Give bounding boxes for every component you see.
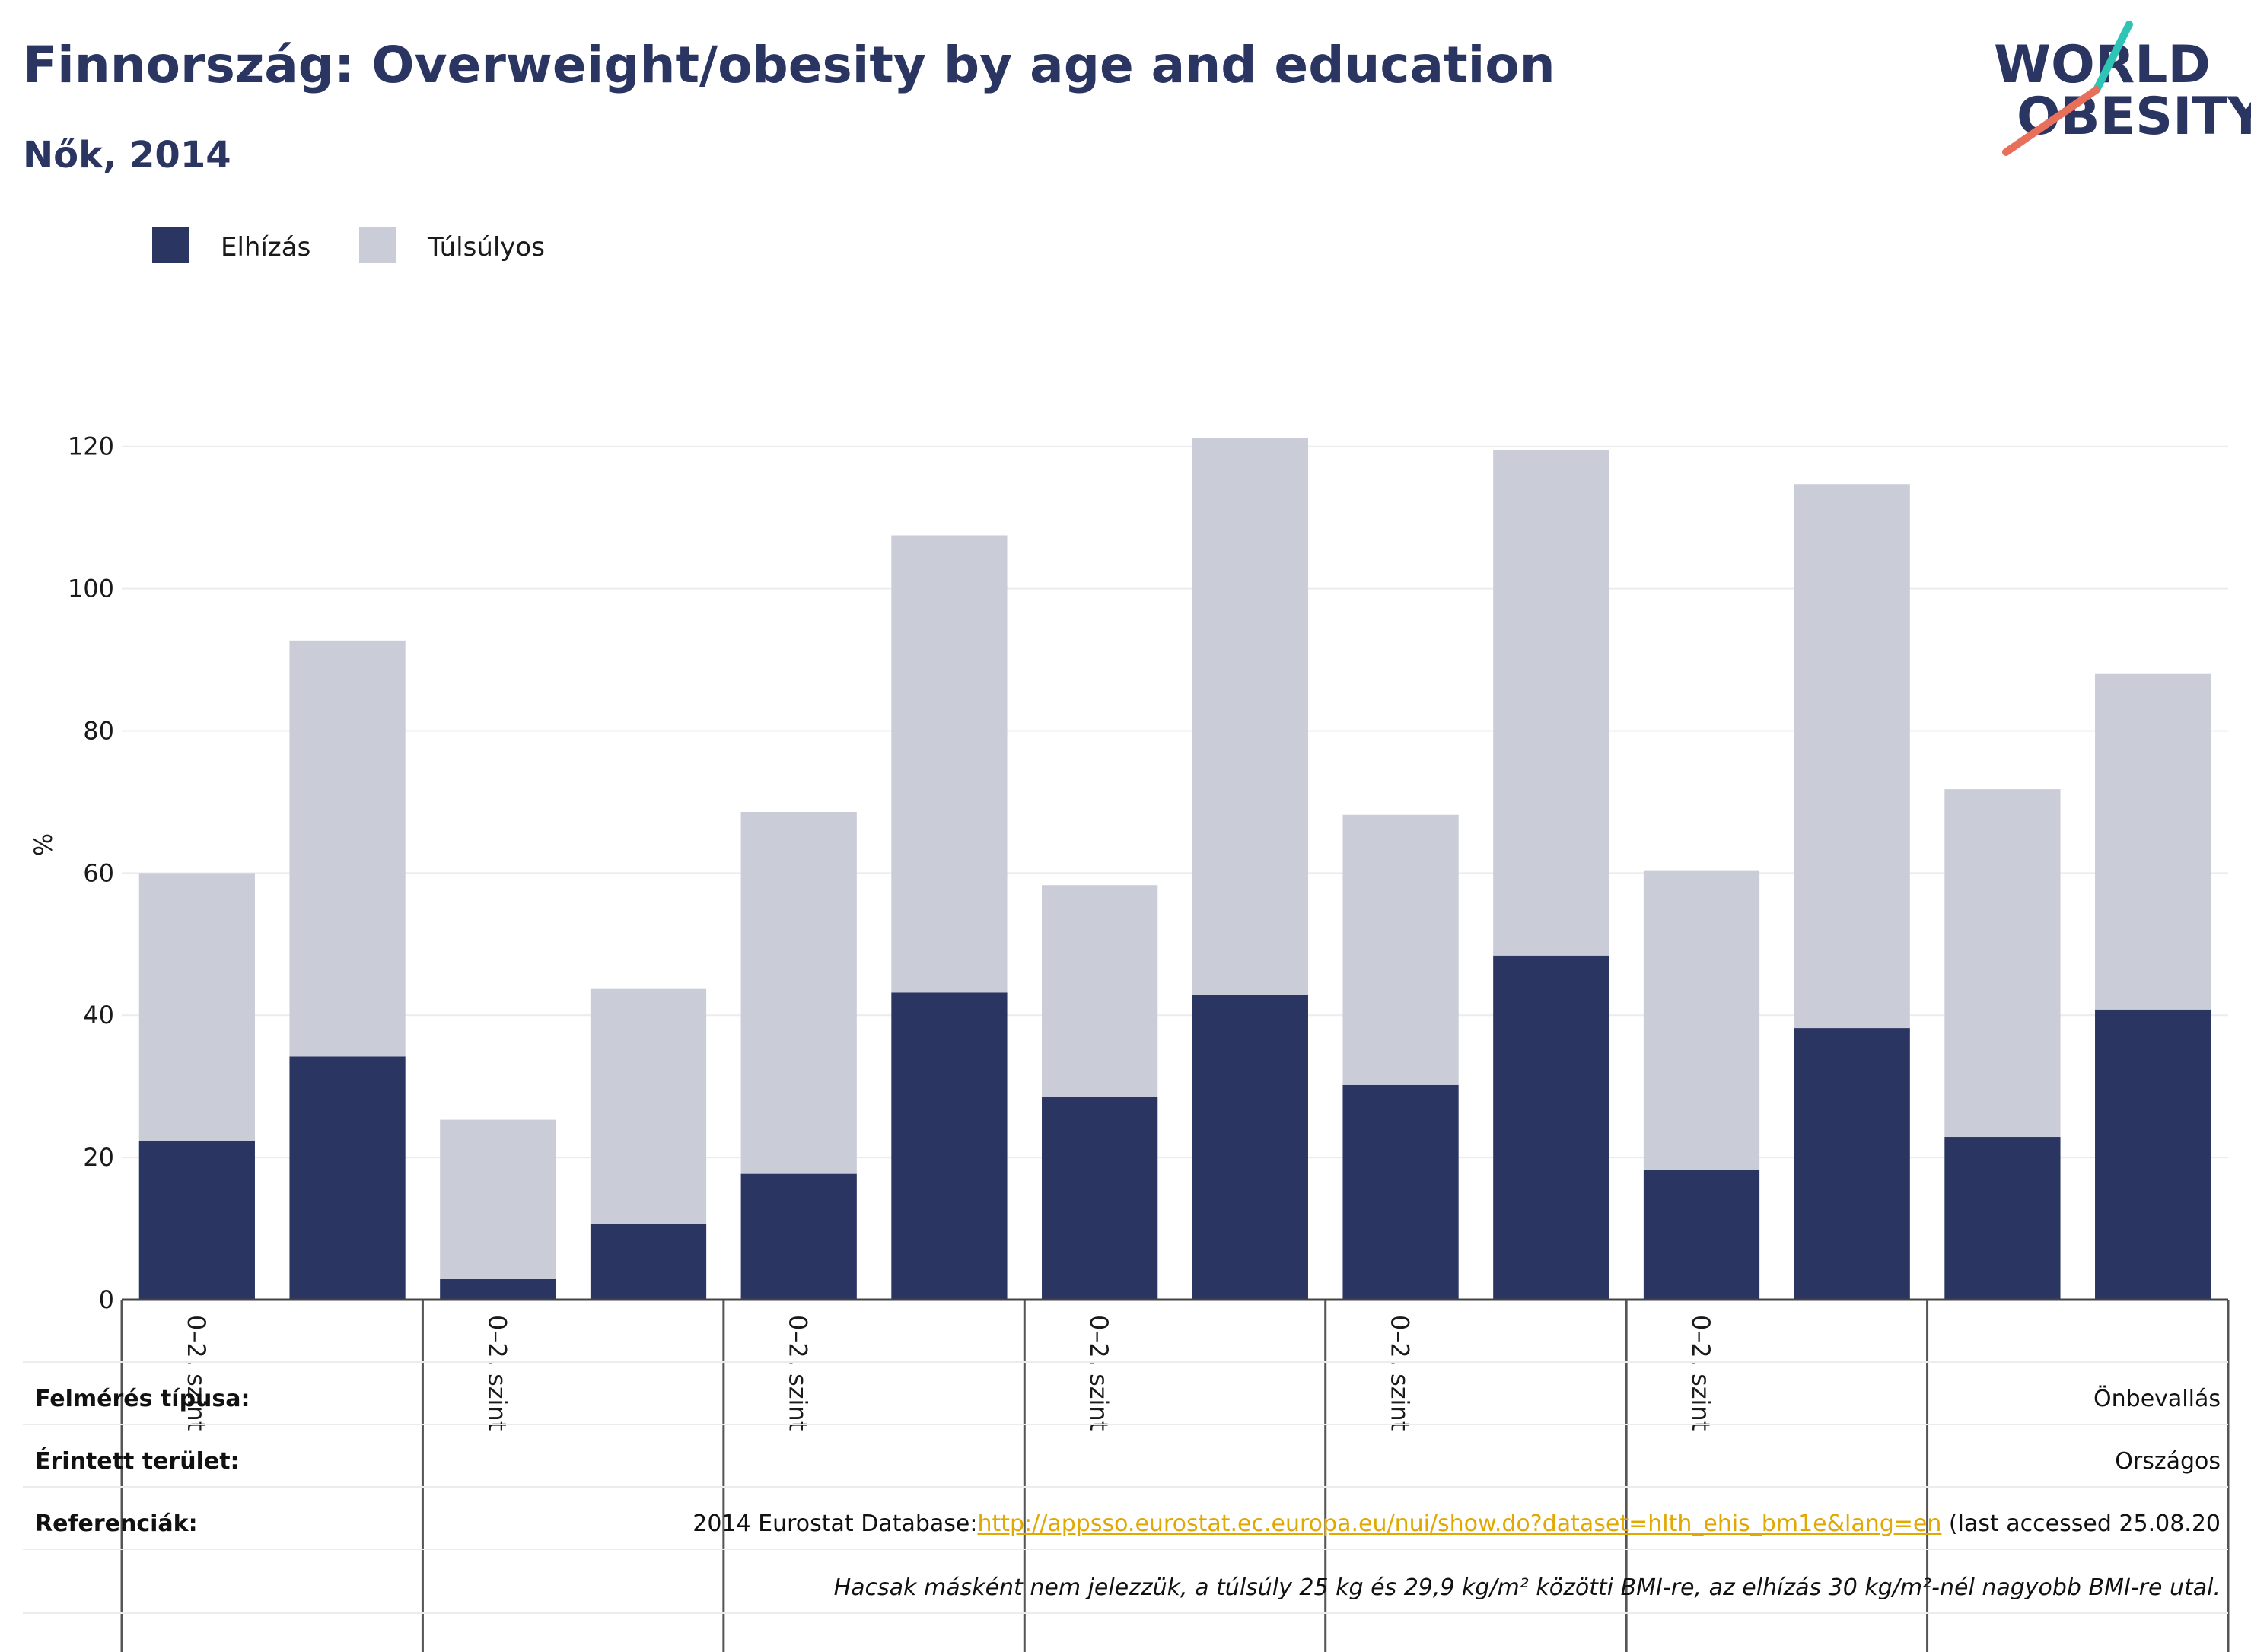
bar-obese — [1192, 995, 1308, 1300]
y-ticks: 0 20 40 60 80 100 120 — [68, 432, 114, 1314]
bar-overweight — [590, 988, 707, 1224]
reference-suffix: (last accessed 25.08.20 — [1941, 1510, 2221, 1537]
legend-label-overweight: Túlsúlyos — [427, 232, 545, 263]
legend: Elhízás Túlsúlyos — [152, 227, 545, 263]
bar-overweight — [1643, 870, 1760, 1170]
bar-obese — [1342, 1084, 1459, 1300]
bar-overweight — [138, 873, 255, 1141]
y-tick-label: 80 — [83, 716, 114, 745]
bar-obese — [138, 1141, 255, 1300]
bar-overweight — [2095, 673, 2211, 1010]
x-tick-label: 0–2. szint — [1084, 1315, 1113, 1431]
bar-overweight — [740, 812, 857, 1174]
world-obesity-logo: WORLD OBESITY — [1994, 21, 2251, 156]
bar-obese — [1042, 1097, 1158, 1300]
reference-prefix: 2014 Eurostat Database: — [692, 1510, 977, 1537]
bar-overweight — [1794, 484, 1910, 1029]
chart-title: Finnország: Overweight/obesity by age an… — [23, 36, 1555, 94]
footnote: Hacsak másként nem jelezzük, a túlsúly 2… — [834, 1574, 2221, 1601]
y-axis-label: % — [29, 833, 58, 856]
bar-obese — [891, 992, 1008, 1300]
bar-overweight — [1944, 789, 2061, 1138]
x-tick-label: 0–2. szint — [1386, 1315, 1415, 1431]
x-tick-label: 0–2. szint — [784, 1315, 813, 1431]
reference-line: 2014 Eurostat Database:http://appsso.eur… — [692, 1510, 2221, 1537]
legend-swatch-obese — [152, 227, 189, 263]
bars — [122, 438, 2228, 1301]
legend-label-obese: Elhízás — [221, 232, 310, 263]
grid — [122, 445, 2228, 1159]
bar-obese — [440, 1278, 556, 1300]
y-tick-label: 60 — [83, 858, 114, 887]
area-label: Érintett terület: — [35, 1447, 240, 1475]
footer-table: Felmérés típusa: Önbevallás Érintett ter… — [23, 1361, 2228, 1614]
survey-type-label: Felmérés típusa: — [35, 1386, 250, 1412]
y-tick-label: 40 — [83, 1001, 114, 1030]
x-tick-label: 0–2. szint — [182, 1315, 211, 1431]
group-separators — [120, 1300, 2230, 1652]
bar-obese — [2095, 1009, 2211, 1300]
bar-obese — [590, 1224, 707, 1300]
references-label: Referenciák: — [35, 1510, 198, 1537]
bar-overweight — [1493, 450, 1609, 956]
area-value: Országos — [2115, 1448, 2221, 1475]
bar-overweight — [440, 1119, 556, 1279]
bar-overweight — [289, 640, 406, 1057]
bar-obese — [1794, 1028, 1910, 1300]
bar-obese — [740, 1173, 857, 1300]
reference-link[interactable]: http://appsso.eurostat.ec.europa.eu/nui/… — [977, 1510, 1941, 1537]
logo-slash-top — [2093, 21, 2133, 94]
survey-type-value: Önbevallás — [2093, 1385, 2221, 1412]
y-tick-label: 0 — [99, 1285, 114, 1314]
chart-subtitle: Nők, 2014 — [23, 134, 231, 177]
bar-obese — [1493, 955, 1609, 1300]
y-tick-label: 120 — [68, 432, 114, 461]
legend-swatch-overweight — [359, 227, 396, 263]
logo-slash-bottom — [2002, 86, 2100, 156]
y-tick-label: 100 — [68, 575, 114, 603]
bar-overweight — [891, 535, 1008, 993]
x-tick-label: 0–2. szint — [482, 1315, 511, 1431]
bar-overweight — [1342, 814, 1459, 1085]
bar-overweight — [1192, 438, 1308, 995]
bar-obese — [1944, 1137, 2061, 1300]
x-ticks: 0–2. szint 0–2. szint 0–2. szint 0–2. szint… — [182, 1315, 1715, 1431]
bar-obese — [289, 1056, 406, 1300]
x-tick-label: 0–2. szint — [1686, 1315, 1715, 1431]
bar-overweight — [1042, 885, 1158, 1097]
bar-obese — [1643, 1170, 1760, 1300]
y-tick-label: 20 — [83, 1143, 114, 1172]
